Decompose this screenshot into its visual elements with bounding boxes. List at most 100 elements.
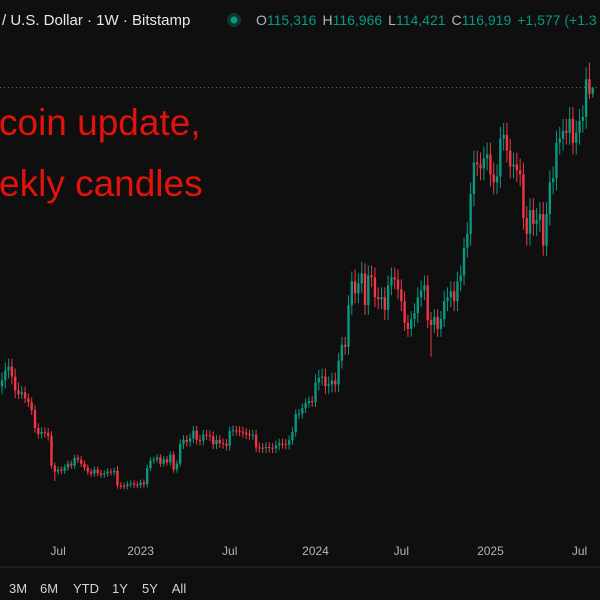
candle-body <box>10 366 14 377</box>
plot-area <box>0 62 600 540</box>
candle-body <box>545 214 548 246</box>
candle-body <box>518 170 522 175</box>
candle-body <box>337 360 340 385</box>
annotation: ekly candles <box>0 163 203 204</box>
candle-body <box>499 138 502 177</box>
candle-body <box>116 470 119 486</box>
candle-body <box>122 485 126 487</box>
candle-body <box>225 443 228 446</box>
candle-body <box>406 322 410 329</box>
candle-body <box>103 473 106 475</box>
ohlc-change: +1,577 (+1.3 <box>517 12 597 28</box>
candle-body <box>367 275 370 306</box>
candle-body <box>386 285 390 310</box>
candle-body <box>142 482 146 485</box>
candle-body <box>291 431 294 441</box>
candle-body <box>383 297 387 310</box>
candle-body <box>139 482 142 486</box>
candle-body <box>571 118 575 143</box>
candle-body <box>113 470 116 473</box>
candle-body <box>423 285 426 291</box>
candle-body <box>327 384 330 386</box>
candle-body <box>462 247 466 276</box>
x-tick-label: Jul <box>394 544 409 558</box>
candle-body <box>311 401 314 403</box>
candle-body <box>410 319 413 329</box>
candle-body <box>198 439 202 441</box>
candle-body <box>248 434 251 436</box>
candle-body <box>89 471 93 474</box>
candle-body <box>66 463 70 468</box>
candle-body <box>50 435 53 466</box>
candle-body <box>350 281 354 306</box>
x-tick-label: 2024 <box>302 544 329 558</box>
candle-body <box>231 430 235 432</box>
x-tick-label: Jul <box>572 544 587 558</box>
candle-body <box>202 434 205 441</box>
candle-body <box>581 116 585 121</box>
candle-body <box>459 275 462 282</box>
candle-body <box>208 435 212 437</box>
candle-body <box>561 130 565 139</box>
candle-body <box>241 431 245 433</box>
candle-body <box>466 233 469 248</box>
candle-body <box>449 291 453 298</box>
range-button[interactable]: 5Y <box>142 581 158 596</box>
candle-body <box>330 380 334 385</box>
candle-body <box>46 432 50 436</box>
candle-body <box>185 439 188 442</box>
status-dot <box>230 16 238 24</box>
candle-body <box>287 440 291 445</box>
candle-body <box>439 319 443 329</box>
candle-body <box>76 457 80 460</box>
candle-body <box>320 376 324 378</box>
range-button[interactable]: 6M <box>40 581 58 596</box>
candle-body <box>403 301 406 323</box>
candle-body <box>472 162 476 195</box>
candle-body <box>228 431 231 446</box>
candle-body <box>532 210 535 224</box>
candle-body <box>235 430 238 432</box>
range-button[interactable]: 1Y <box>112 581 128 596</box>
candle-body <box>578 120 581 133</box>
ohlc-value: 115,316 <box>267 12 317 28</box>
ohlc-value: 114,421 <box>396 12 446 28</box>
candle-body <box>360 273 363 284</box>
candle-body <box>40 431 43 434</box>
candle-body <box>188 438 192 442</box>
candle-body <box>30 402 33 411</box>
ohlc-key: L <box>388 12 396 28</box>
candle-body <box>301 408 304 414</box>
candle-body <box>4 370 7 381</box>
candle-body <box>591 87 594 94</box>
candle-body <box>390 277 393 286</box>
x-tick-label: Jul <box>222 544 237 558</box>
candle-body <box>96 469 99 474</box>
candle-body <box>426 285 429 321</box>
x-tick-label: Jul <box>50 544 65 558</box>
candle-body <box>512 164 515 167</box>
candle-body <box>99 473 103 475</box>
candle-body <box>212 436 215 445</box>
candle-body <box>86 467 89 472</box>
candle-body <box>73 457 76 466</box>
candle-body <box>294 414 297 432</box>
candle-body <box>175 463 179 470</box>
candle-body <box>274 445 278 449</box>
range-button[interactable]: All <box>172 581 187 596</box>
candle-body <box>419 290 423 298</box>
candle-body <box>456 281 459 302</box>
candle-body <box>304 403 307 409</box>
ohlc-key: C <box>452 12 462 28</box>
range-button[interactable]: YTD <box>73 581 99 596</box>
candle-body <box>584 79 588 117</box>
candle-body <box>436 317 439 329</box>
candle-body <box>264 447 268 449</box>
candle-body <box>334 380 337 385</box>
candle-body <box>535 219 538 224</box>
candle-body <box>152 459 155 461</box>
range-button[interactable]: 3M <box>9 581 27 596</box>
candle-body <box>179 444 182 464</box>
candle-body <box>238 430 241 432</box>
